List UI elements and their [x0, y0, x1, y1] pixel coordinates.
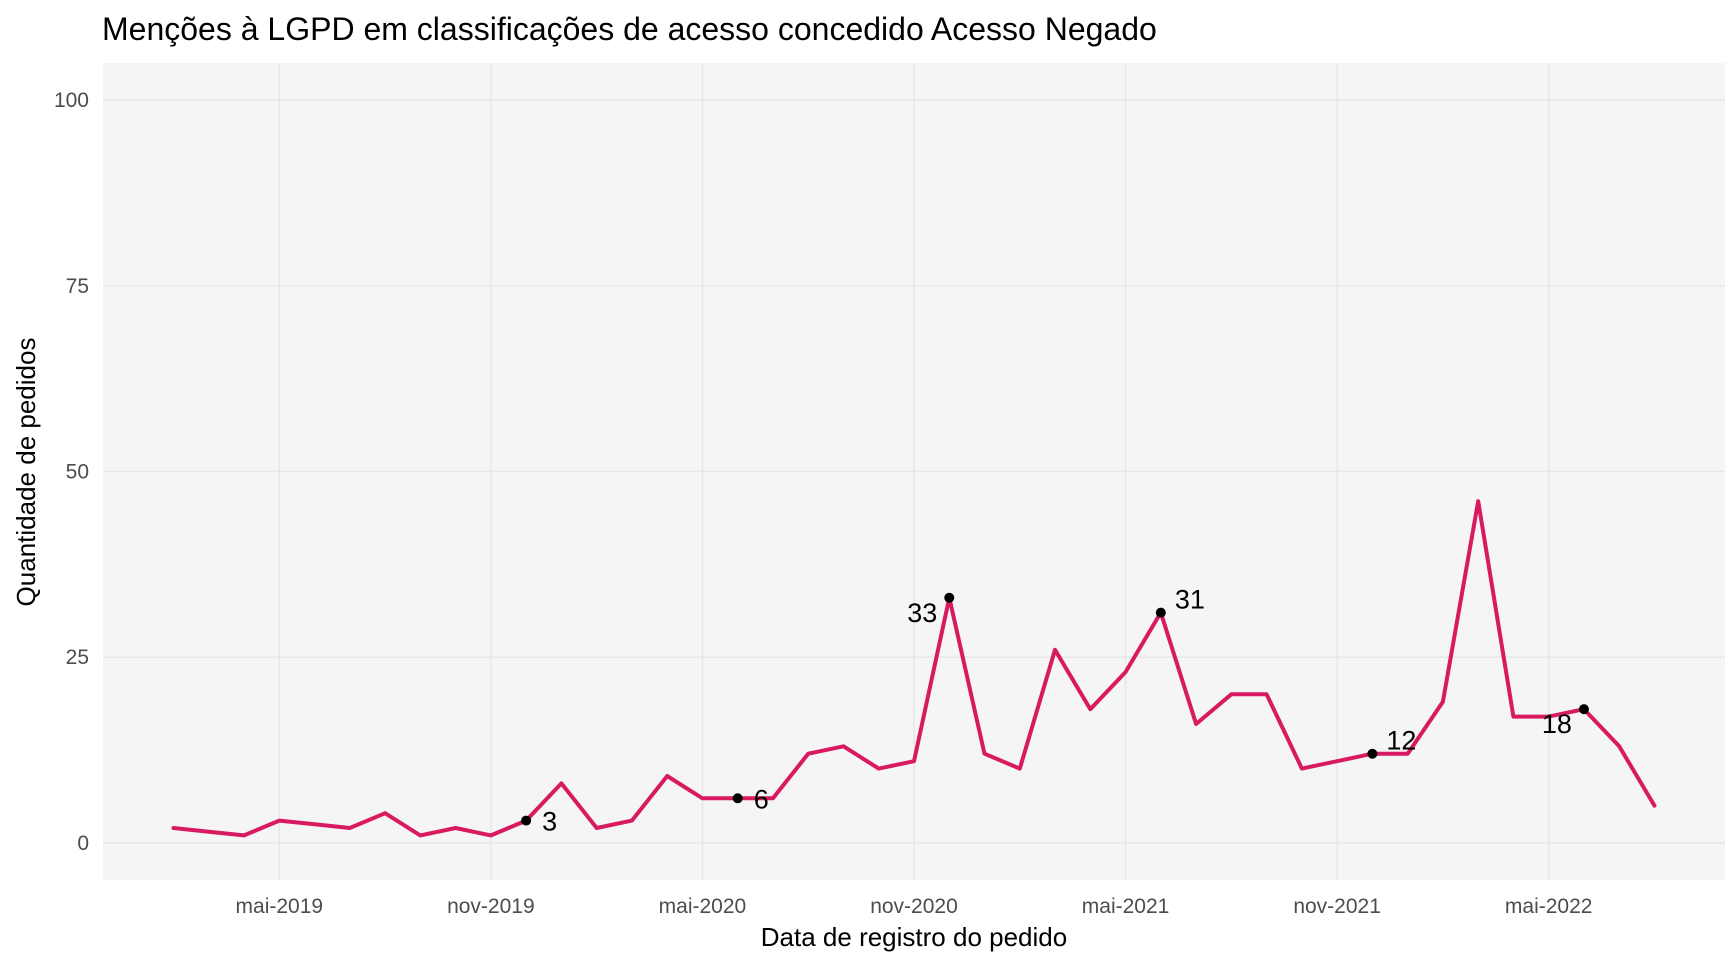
data-point — [732, 793, 743, 804]
y-axis-title: Quantidade de pedidos — [11, 338, 41, 607]
x-axis-title: Data de registro do pedido — [761, 922, 1067, 952]
y-axis-ticks: 0 25 50 75 100 — [54, 89, 89, 855]
chart-title: Menções à LGPD em classificações de aces… — [102, 11, 1157, 47]
x-axis-ticks: mai-2019 nov-2019 mai-2020 nov-2020 mai-2021… — [236, 895, 1593, 918]
data-point — [521, 815, 532, 826]
y-tick-label: 100 — [54, 89, 89, 112]
x-tick-label: mai-2019 — [236, 895, 324, 918]
data-label: 6 — [754, 784, 769, 814]
grid-lines — [103, 63, 1725, 880]
data-point — [1578, 704, 1589, 715]
y-tick-label: 50 — [66, 461, 89, 484]
data-point — [1155, 607, 1166, 618]
x-tick-label: nov-2021 — [1293, 895, 1381, 918]
series-layer — [171, 499, 1657, 838]
data-point — [1367, 748, 1378, 759]
series-line — [171, 499, 1657, 838]
data-label: 33 — [907, 598, 937, 628]
data-label: 31 — [1175, 585, 1205, 615]
data-label: 3 — [542, 807, 557, 837]
x-tick-label: mai-2021 — [1082, 895, 1170, 918]
y-tick-label: 0 — [77, 832, 89, 855]
x-tick-label: mai-2022 — [1505, 895, 1593, 918]
y-tick-label: 25 — [66, 646, 89, 669]
data-point — [944, 592, 955, 603]
x-tick-label: nov-2019 — [447, 895, 535, 918]
data-label: 12 — [1386, 726, 1416, 756]
annotation-layer: 3 6 33 31 12 18 — [521, 585, 1589, 837]
data-label: 18 — [1542, 709, 1572, 739]
x-tick-label: mai-2020 — [659, 895, 747, 918]
x-tick-label: nov-2020 — [870, 895, 958, 918]
y-tick-label: 75 — [66, 275, 89, 298]
